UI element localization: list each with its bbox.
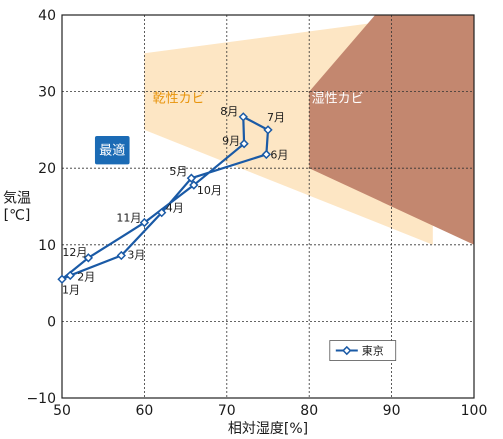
y-axis-unit: [℃] bbox=[4, 208, 31, 224]
series-tokyo bbox=[57, 112, 273, 284]
plot-frame bbox=[61, 14, 475, 399]
wet-mold-label: 湿性カビ bbox=[312, 91, 364, 106]
optimal-badge-label: 最適 bbox=[99, 142, 125, 158]
legend-box bbox=[329, 340, 397, 361]
data-point bbox=[263, 125, 273, 135]
month-label: 7月 bbox=[267, 111, 285, 124]
y-axis-ticks: −10 0 10 20 30 40 bbox=[26, 8, 56, 407]
legend: 東京 bbox=[329, 340, 397, 361]
data-point bbox=[57, 274, 67, 284]
optimal-badge bbox=[94, 136, 130, 165]
data-point bbox=[83, 253, 94, 263]
x-tick-label: 100 bbox=[461, 403, 488, 419]
data-point bbox=[157, 207, 167, 218]
data-point bbox=[189, 180, 199, 190]
y-tick-label: 0 bbox=[47, 314, 56, 330]
month-label: 11月 bbox=[116, 212, 141, 225]
month-label: 10月 bbox=[197, 184, 222, 197]
x-tick-label: 60 bbox=[135, 403, 153, 419]
data-point bbox=[65, 270, 75, 281]
wet-mold-region bbox=[309, 15, 474, 245]
x-tick-label: 50 bbox=[53, 403, 71, 419]
x-tick-label: 70 bbox=[218, 403, 236, 419]
month-label: 6月 bbox=[270, 148, 288, 161]
y-tick-label: 10 bbox=[38, 238, 56, 254]
data-point bbox=[239, 139, 249, 149]
x-axis-title: 相対湿度[%] bbox=[228, 421, 308, 437]
y-tick-label: 20 bbox=[38, 161, 56, 177]
y-axis-title: 気温 bbox=[3, 191, 31, 207]
data-point bbox=[116, 250, 126, 261]
mold-regions bbox=[144, 15, 474, 245]
month-label: 8月 bbox=[220, 105, 238, 118]
x-axis-ticks: 50 60 70 80 90 100 bbox=[53, 403, 487, 419]
y-tick-label: 40 bbox=[38, 8, 56, 24]
month-label: 2月 bbox=[77, 270, 95, 283]
month-label: 9月 bbox=[222, 135, 240, 148]
data-point bbox=[186, 173, 197, 183]
y-tick-label: −10 bbox=[26, 391, 56, 407]
x-tick-label: 80 bbox=[300, 403, 318, 419]
dry-mold-label: 乾性カビ bbox=[153, 91, 205, 106]
data-point bbox=[139, 217, 150, 228]
legend-label: 東京 bbox=[362, 344, 384, 358]
y-tick-label: 30 bbox=[38, 85, 56, 101]
month-label: 5月 bbox=[169, 165, 187, 178]
legend-marker bbox=[342, 345, 352, 356]
month-label: 12月 bbox=[62, 246, 87, 259]
x-tick-label: 90 bbox=[383, 403, 401, 419]
month-label: 1月 bbox=[62, 283, 80, 296]
month-label: 4月 bbox=[166, 202, 184, 215]
data-point bbox=[261, 149, 272, 160]
data-point bbox=[238, 112, 248, 122]
month-label: 3月 bbox=[127, 249, 145, 262]
